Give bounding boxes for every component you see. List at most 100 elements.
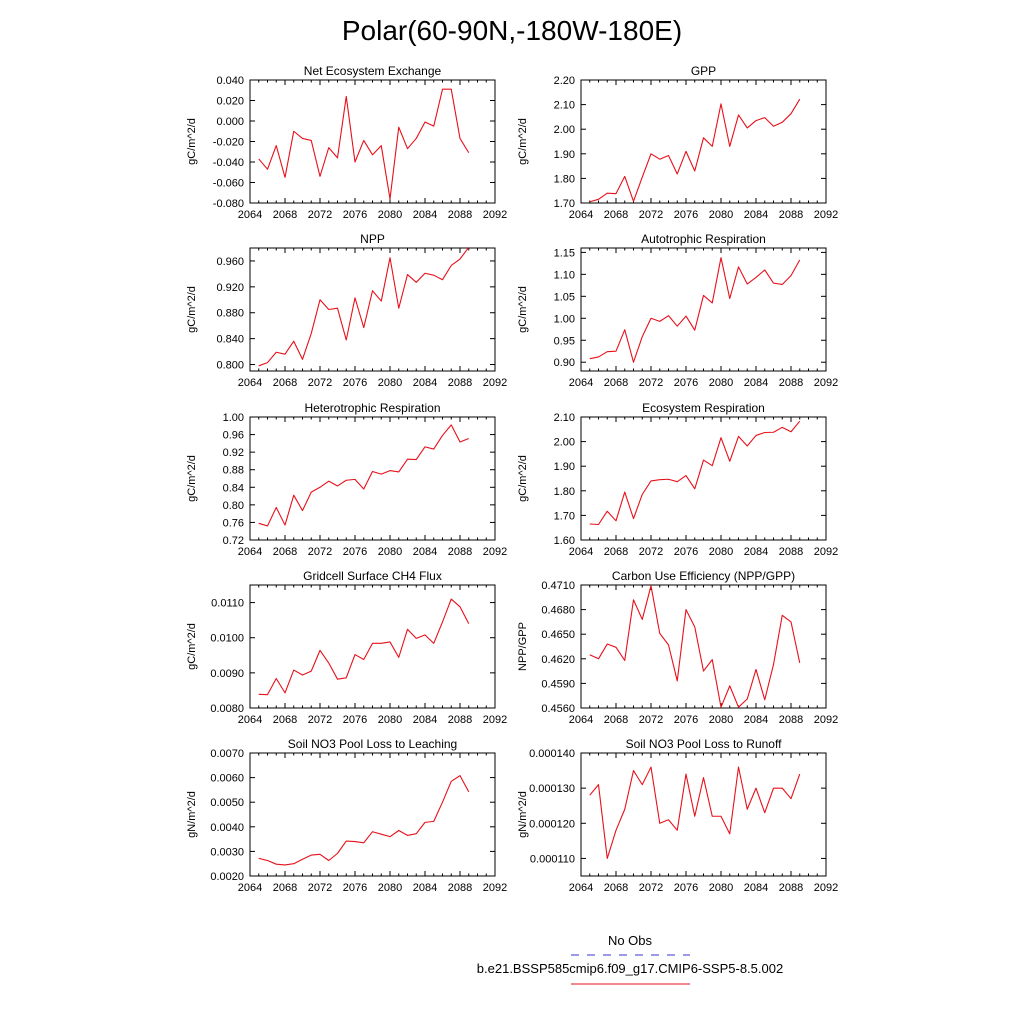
y-axis-label: NPP/GPP [517, 622, 529, 671]
x-tick-label: 2076 [674, 882, 698, 894]
y-tick-label: 1.00 [554, 313, 575, 325]
y-tick-label: -0.060 [213, 178, 244, 190]
x-tick-label: 2072 [308, 714, 332, 726]
y-axis-label: gC/m^2/d [186, 455, 198, 502]
y-tick-label: 0.0020 [210, 871, 244, 883]
x-tick-label: 2088 [779, 209, 803, 221]
y-tick-label: 0.0080 [210, 703, 244, 715]
x-tick-label: 2084 [413, 714, 437, 726]
x-tick-label: 2068 [604, 882, 628, 894]
x-tick-label: 2064 [238, 882, 262, 894]
y-tick-label: 2.00 [554, 437, 575, 449]
panel-title: NPP [360, 232, 385, 246]
y-tick-label: 1.70 [554, 510, 575, 522]
x-tick-label: 2068 [604, 377, 628, 389]
x-tick-label: 2072 [639, 714, 663, 726]
x-tick-label: 2064 [238, 546, 262, 558]
y-axis-label: gC/m^2/d [186, 286, 198, 333]
y-tick-label: 1.70 [554, 198, 575, 210]
x-tick-label: 2088 [448, 714, 472, 726]
x-tick-label: 2080 [709, 209, 733, 221]
x-tick-label: 2072 [639, 209, 663, 221]
x-tick-label: 2076 [343, 377, 367, 389]
x-tick-label: 2088 [448, 209, 472, 221]
x-tick-label: 2080 [378, 714, 402, 726]
x-tick-label: 2088 [779, 714, 803, 726]
y-tick-label: 0.0040 [210, 822, 244, 834]
x-tick-label: 2084 [413, 377, 437, 389]
x-tick-label: 2084 [744, 546, 768, 558]
x-tick-label: 2084 [744, 377, 768, 389]
y-tick-label: 0.90 [554, 357, 575, 369]
x-tick-label: 2064 [238, 377, 262, 389]
y-tick-label: 0.4560 [541, 703, 575, 715]
y-tick-label: 1.05 [554, 291, 575, 303]
x-tick-label: 2084 [744, 209, 768, 221]
x-tick-label: 2076 [674, 714, 698, 726]
y-tick-label: 0.020 [216, 96, 244, 108]
y-axis-label: gC/m^2/d [186, 118, 198, 165]
x-tick-label: 2092 [814, 377, 838, 389]
figure-title: Polar(60-90N,-180W-180E) [342, 15, 682, 46]
x-tick-label: 2068 [273, 377, 297, 389]
x-tick-label: 2064 [569, 377, 593, 389]
y-axis-label: gC/m^2/d [517, 455, 529, 502]
x-tick-label: 2072 [639, 882, 663, 894]
y-tick-label: 0.88 [223, 465, 244, 477]
y-tick-label: 0.84 [223, 482, 244, 494]
y-tick-label: -0.080 [213, 198, 244, 210]
y-tick-label: 0.80 [223, 500, 244, 512]
x-tick-label: 2064 [569, 714, 593, 726]
y-tick-label: 2.10 [554, 412, 575, 424]
x-tick-label: 2092 [483, 546, 507, 558]
x-tick-label: 2064 [569, 546, 593, 558]
y-tick-label: 0.000110 [530, 853, 575, 865]
x-tick-label: 2076 [674, 377, 698, 389]
y-tick-label: 0.0070 [210, 748, 244, 760]
x-tick-label: 2072 [308, 209, 332, 221]
x-tick-label: 2092 [814, 209, 838, 221]
y-axis-label: gC/m^2/d [517, 118, 529, 165]
y-tick-label: 0.0050 [210, 797, 244, 809]
x-tick-label: 2072 [308, 882, 332, 894]
panel-title: Carbon Use Efficiency (NPP/GPP) [612, 569, 795, 583]
panel-title: GPP [691, 64, 716, 78]
y-tick-label: 0.840 [216, 334, 244, 346]
x-tick-label: 2080 [709, 714, 733, 726]
y-tick-label: 0.92 [223, 447, 244, 459]
y-tick-label: 1.60 [554, 535, 575, 547]
y-tick-label: 0.000120 [529, 818, 575, 830]
y-tick-label: 0.040 [216, 75, 244, 87]
y-tick-label: 0.0090 [210, 668, 244, 680]
x-tick-label: 2084 [744, 714, 768, 726]
x-tick-label: 2064 [238, 714, 262, 726]
panel-title: Soil NO3 Pool Loss to Runoff [626, 737, 783, 751]
y-tick-label: 0.920 [216, 282, 244, 294]
x-tick-label: 2076 [674, 546, 698, 558]
x-tick-label: 2080 [709, 546, 733, 558]
x-tick-label: 2068 [604, 714, 628, 726]
x-tick-label: 2092 [483, 209, 507, 221]
y-tick-label: 1.80 [554, 173, 575, 185]
panel-title: Soil NO3 Pool Loss to Leaching [288, 737, 457, 751]
x-tick-label: 2064 [238, 209, 262, 221]
y-tick-label: 1.15 [554, 247, 575, 259]
legend-label-model: b.e21.BSSP585cmip6.f09_g17.CMIP6-SSP5-8.… [477, 961, 783, 976]
y-tick-label: 0.4590 [541, 678, 575, 690]
x-tick-label: 2092 [814, 714, 838, 726]
x-tick-label: 2092 [483, 377, 507, 389]
x-tick-label: 2068 [604, 546, 628, 558]
y-tick-label: 0.0100 [210, 633, 244, 645]
x-tick-label: 2080 [378, 882, 402, 894]
x-tick-label: 2068 [273, 546, 297, 558]
x-tick-label: 2072 [308, 546, 332, 558]
y-tick-label: 1.90 [554, 149, 575, 161]
legend-label-no-obs: No Obs [608, 933, 653, 948]
x-tick-label: 2088 [779, 546, 803, 558]
x-tick-label: 2092 [814, 546, 838, 558]
y-tick-label: -0.040 [213, 157, 244, 169]
x-tick-label: 2064 [569, 209, 593, 221]
y-tick-label: 0.4680 [541, 605, 575, 617]
